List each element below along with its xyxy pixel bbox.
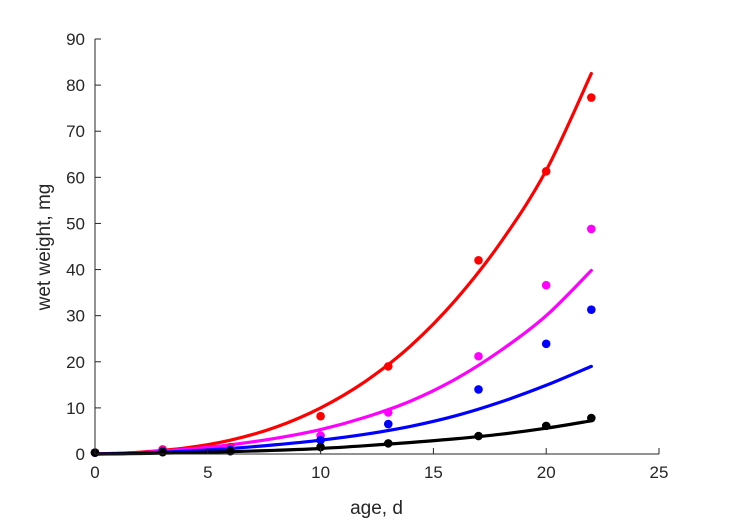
- data-point-series-2: [541, 339, 551, 349]
- data-point-series-0: [587, 93, 596, 102]
- y-axis-label: wet weight, mg: [34, 184, 55, 312]
- y-tick-label: 90: [66, 30, 85, 49]
- data-point-series-3: [226, 446, 235, 456]
- data-point-series-1: [383, 408, 393, 417]
- data-point-series-3: [541, 421, 551, 431]
- y-tick-label: 10: [66, 399, 85, 418]
- x-tick-label: 20: [537, 463, 556, 482]
- fit-curve-3: [93, 419, 593, 456]
- data-point-series-3: [158, 447, 167, 457]
- data-point-series-2: [587, 305, 596, 314]
- data-point-series-2: [474, 385, 483, 394]
- data-point-series-1: [587, 224, 596, 234]
- data-point-series-3: [383, 439, 393, 448]
- y-tick-label: 30: [66, 307, 85, 326]
- x-tick-label: 15: [424, 463, 443, 482]
- axes: 0 5 10 15 20 25 0 10 20 30 40 50 60 70 80 90: [66, 30, 668, 482]
- data-point-series-0: [383, 362, 393, 371]
- y-tick-label: 20: [66, 353, 85, 372]
- x-tick-label: 0: [90, 463, 99, 482]
- x-tick-label: 25: [650, 463, 669, 482]
- data-point-series-3: [587, 413, 596, 423]
- y-tick-label: 0: [76, 445, 85, 464]
- data-point-series-3: [316, 442, 325, 452]
- x-tick-label: 5: [203, 463, 212, 482]
- data-point-series-1: [541, 280, 551, 290]
- data-point-series-1: [474, 351, 483, 361]
- data-point-series-0: [474, 256, 483, 265]
- data-point-series-0: [541, 167, 551, 176]
- x-axis-label: age, d: [350, 498, 403, 519]
- data-point-series-2: [316, 435, 325, 445]
- x-tick-label: 10: [311, 463, 330, 482]
- data-point-series-2: [383, 419, 393, 429]
- fit-curves: [93, 71, 593, 456]
- y-tick-label: 80: [66, 76, 85, 95]
- y-tick-label: 60: [66, 168, 85, 187]
- data-point-series-0: [316, 411, 325, 421]
- y-tick-label: 70: [66, 122, 85, 141]
- y-tick-label: 40: [66, 261, 85, 280]
- fit-curve-1: [93, 268, 593, 456]
- y-tick-label: 50: [66, 214, 85, 233]
- data-point-series-3: [474, 431, 483, 441]
